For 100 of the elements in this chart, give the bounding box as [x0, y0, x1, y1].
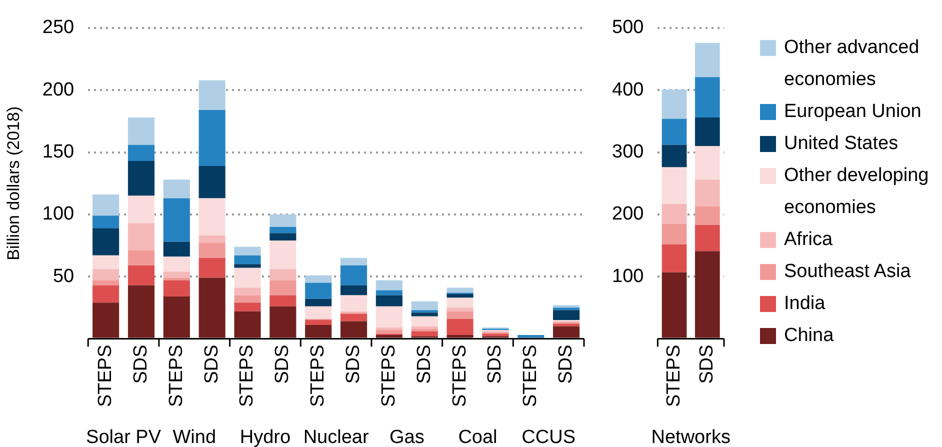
- bar: [234, 255, 261, 264]
- bar: [694, 117, 720, 146]
- bar: [92, 269, 120, 280]
- y-tick-label: 150: [42, 142, 74, 163]
- bar: [662, 204, 687, 224]
- bar: [411, 326, 438, 329]
- bar: [128, 117, 155, 145]
- bar: [305, 275, 332, 283]
- bar: [128, 144, 155, 161]
- x-tick-label: STEPS: [236, 344, 258, 408]
- bar: [92, 280, 120, 286]
- x-tick-label: STEPS: [664, 344, 685, 408]
- bar: [198, 198, 226, 236]
- bar: [305, 306, 332, 319]
- y-tick-label: 200: [42, 79, 74, 100]
- bar: [553, 326, 580, 338]
- bar: [482, 334, 509, 336]
- legend-label: United States: [784, 132, 900, 156]
- bar: [270, 269, 296, 280]
- bar: [340, 295, 368, 312]
- y-tick-label: 50: [52, 266, 74, 287]
- legend-label: Africa: [784, 228, 834, 252]
- bar: [163, 256, 190, 272]
- bar: [270, 240, 296, 270]
- bar: [92, 216, 120, 228]
- bar: [163, 180, 190, 198]
- bar: [163, 278, 190, 280]
- bar: [128, 265, 155, 286]
- bar: [163, 296, 190, 338]
- bar: [305, 298, 332, 306]
- legend-label: Other developing economies: [784, 164, 930, 220]
- bar: [446, 318, 474, 335]
- bar: [376, 330, 402, 334]
- bar: [446, 298, 474, 308]
- text: Solar PV: [86, 427, 162, 447]
- legend-label: India: [784, 292, 826, 316]
- bar: [446, 294, 474, 298]
- bar: [376, 290, 402, 296]
- bar: [376, 295, 402, 306]
- bar: [163, 242, 190, 257]
- x-tick-label: SDS: [272, 344, 294, 384]
- y-tick-label: 100: [42, 204, 74, 225]
- bar: [128, 223, 155, 250]
- bar: [553, 324, 580, 326]
- bar: [198, 110, 226, 166]
- bar: [198, 258, 226, 278]
- bar: [376, 280, 402, 290]
- bar: [270, 233, 296, 241]
- bar: [198, 80, 226, 110]
- bar: [694, 251, 720, 338]
- bar: [411, 312, 438, 316]
- bar: [694, 146, 720, 180]
- y-tick-label: 400: [612, 79, 644, 100]
- bar: [553, 308, 580, 310]
- legend-label: European Union: [784, 100, 922, 124]
- text: Nuclear: [303, 427, 370, 447]
- bar: [234, 264, 261, 268]
- bar: [694, 224, 720, 252]
- bar: [662, 167, 687, 204]
- y-tick-label: 100: [612, 266, 644, 287]
- y-tick-label: 200: [612, 204, 644, 225]
- bar: [376, 334, 402, 338]
- bar: [305, 320, 332, 326]
- bar: [198, 278, 226, 338]
- bar: [234, 302, 261, 312]
- text: Coal: [458, 427, 498, 447]
- bar: [92, 302, 120, 338]
- bar: [662, 118, 687, 145]
- bar: [234, 246, 261, 256]
- bar: [270, 214, 296, 227]
- bar: [694, 42, 720, 78]
- bar: [376, 306, 402, 328]
- bar: [128, 285, 155, 338]
- text: CCUS: [522, 427, 576, 447]
- bar: [270, 295, 296, 306]
- bar: [411, 301, 438, 310]
- bar: [163, 272, 190, 278]
- bar: [340, 321, 368, 338]
- x-tick-label: STEPS: [378, 344, 400, 408]
- bar: [128, 160, 155, 196]
- x-tick-label: SDS: [556, 344, 577, 384]
- bar: [234, 288, 261, 296]
- x-tick-label: SDS: [201, 344, 222, 384]
- x-tick-label: SDS: [414, 344, 435, 384]
- text: Networks: [651, 427, 730, 447]
- bar: [305, 282, 332, 299]
- y-axis-title: Billion dollars (2018): [4, 106, 23, 260]
- bar: [270, 306, 296, 338]
- legend-label: Southeast Asia: [784, 260, 912, 284]
- bar: [694, 77, 720, 118]
- bar: [198, 236, 226, 244]
- bar: [662, 272, 687, 338]
- bar: [662, 244, 687, 272]
- bar: [340, 265, 368, 286]
- bar: [518, 334, 544, 338]
- x-tick-label: STEPS: [520, 344, 542, 408]
- bar: [694, 206, 720, 225]
- bar: [376, 328, 402, 330]
- y-tick-label: 300: [612, 142, 644, 163]
- bar: [662, 144, 687, 168]
